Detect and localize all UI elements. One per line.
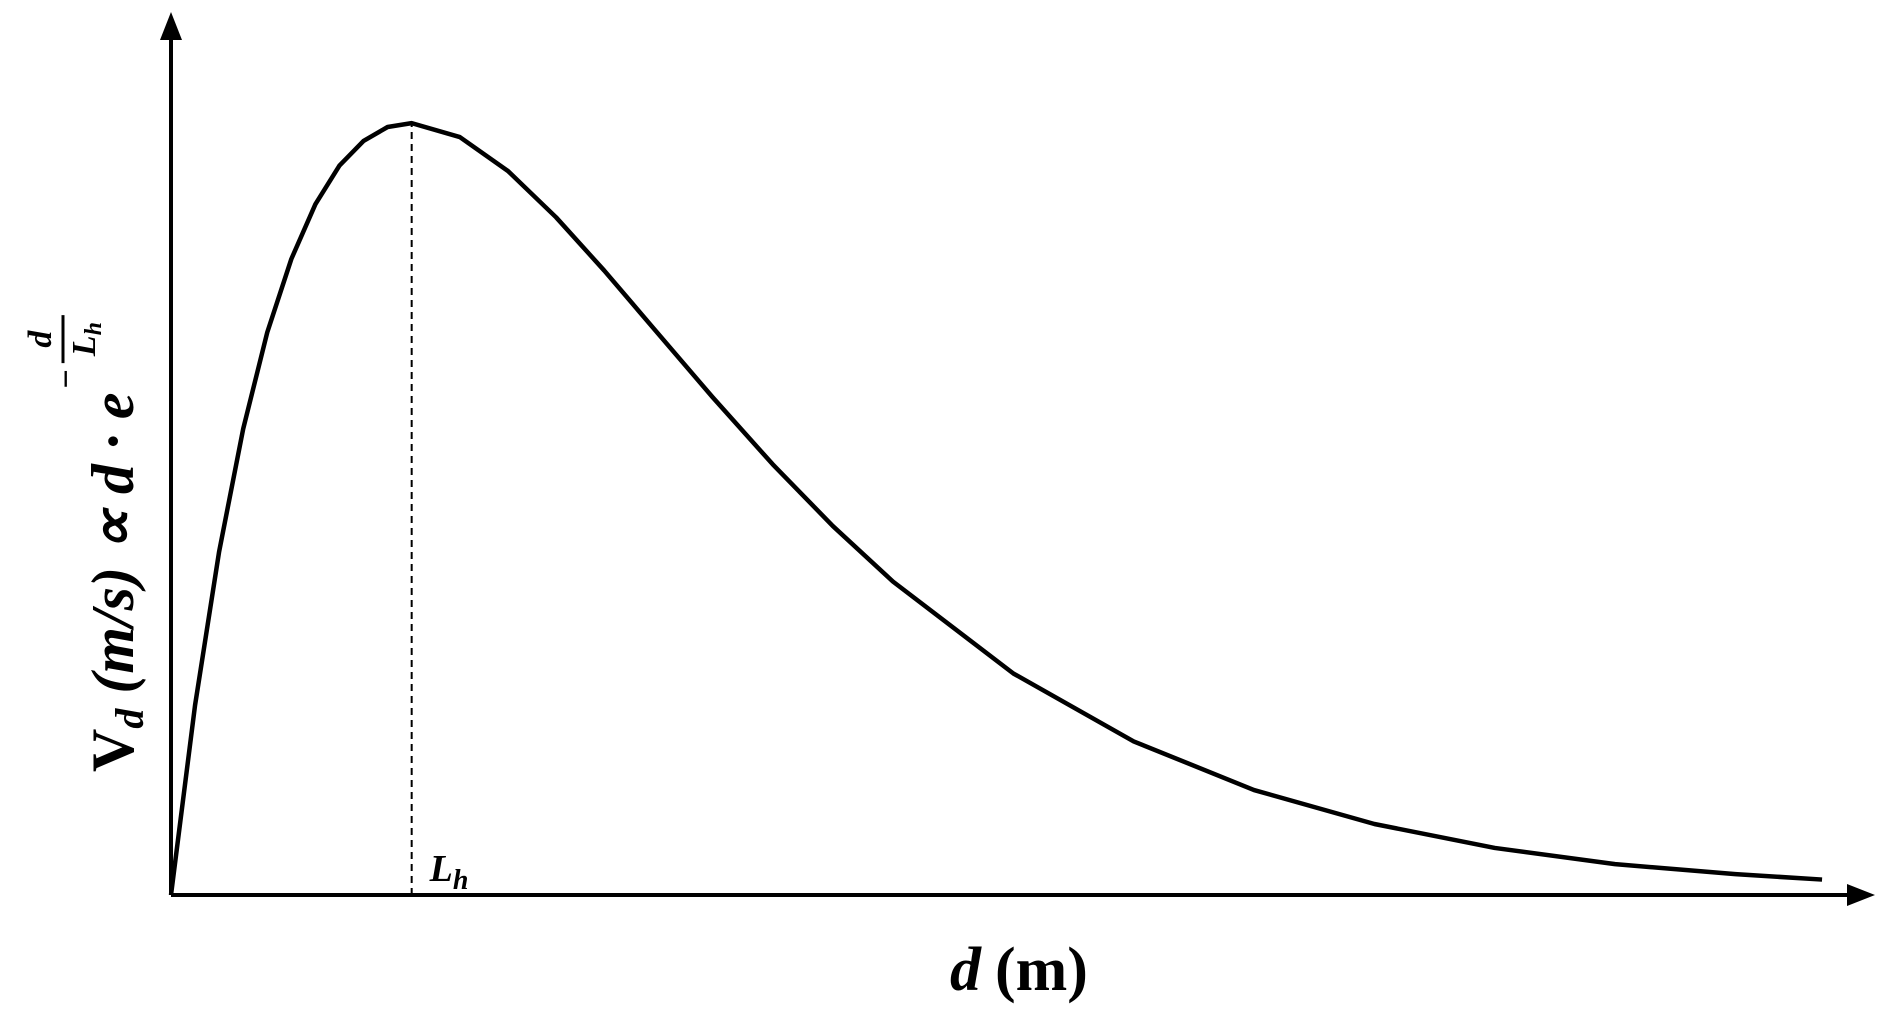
curve: [168, 120, 1823, 896]
x-label-var: d: [950, 936, 982, 1004]
exponent-sign: −: [48, 369, 85, 388]
y-label-rest: (m/s) ∝ d · e: [80, 393, 146, 709]
x-label-unit: (m): [995, 936, 1088, 1004]
y-axis-arrow: [160, 12, 182, 40]
exponent-denominator-main: L: [66, 335, 103, 357]
y-label-main-sub: d: [107, 708, 152, 729]
y-axis-label-group: Vd (m/s) ∝ d · e − d Lh: [22, 315, 152, 772]
x-axis-arrow: [1847, 884, 1875, 906]
exponent-denominator-sub: h: [81, 322, 107, 335]
y-axis-label: Vd (m/s) ∝ d · e: [80, 393, 152, 773]
x-axis-label: d (m): [950, 936, 1088, 1004]
peak-marker-label: Lh: [429, 848, 469, 896]
peak-marker-label-main: L: [429, 848, 453, 890]
peak-marker-label-sub: h: [453, 865, 469, 896]
exponent-numerator: d: [22, 330, 59, 348]
y-label-main: V: [80, 729, 146, 772]
exponent-denominator: Lh: [66, 322, 107, 357]
